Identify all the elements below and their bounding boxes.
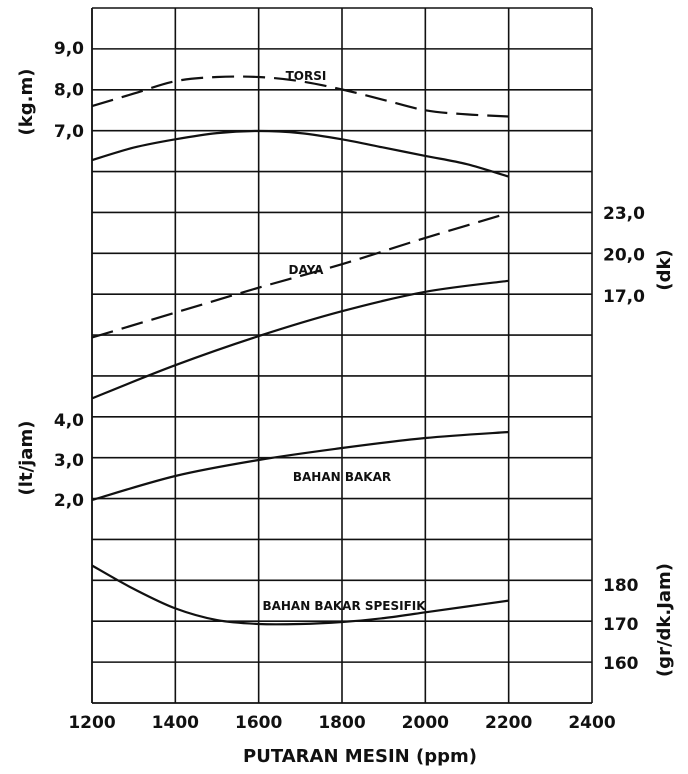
series-daya-dashed	[91, 211, 510, 339]
x-tick-label: 2000	[402, 713, 449, 733]
curve-label-bahan-bakar: BAHAN BAKAR	[293, 470, 391, 484]
spesifik-tick-label: 160	[603, 654, 639, 674]
torsi-tick-label: 8,0	[54, 81, 84, 101]
x-tick-label: 1200	[68, 713, 115, 733]
torsi-tick-label: 7,0	[54, 122, 84, 142]
curve-label-torsi: TORSI	[286, 69, 327, 83]
spesifik-tick-label: 170	[603, 615, 639, 635]
daya-tick-label: 17,0	[603, 287, 645, 307]
x-tick-label: 1600	[235, 713, 282, 733]
torsi-axis-title: (kg.m)	[16, 69, 37, 136]
curve-label-daya: DAYA	[289, 263, 325, 277]
curve-label-spesifik: BAHAN BAKAR SPESIFIK	[262, 599, 426, 613]
x-tick-label: 1800	[318, 713, 365, 733]
x-axis-title: PUTARAN MESIN (ppm)	[243, 746, 477, 767]
series-spesifik-solid	[91, 564, 509, 626]
bahan_bakar-tick-label: 2,0	[54, 491, 84, 511]
grid	[91, 7, 593, 704]
series-daya-solid	[91, 279, 509, 400]
curves	[91, 75, 510, 626]
x-tick-label: 2200	[485, 713, 532, 733]
tick-labels: 1200 1400 1600 1800 2000 2200 2400 9,0 8,0 7,0 23,…	[54, 39, 645, 733]
series-torsi-solid	[91, 129, 510, 178]
spesifik-tick-label: 180	[603, 576, 639, 596]
x-tick-label: 1400	[152, 713, 199, 733]
torsi-tick-label: 9,0	[54, 39, 84, 59]
bahan_bakar-tick-label: 4,0	[54, 411, 84, 431]
daya-tick-label: 20,0	[603, 246, 645, 266]
bahan_bakar-tick-label: 3,0	[54, 451, 84, 471]
series-bahan_bakar-solid	[91, 430, 509, 502]
bahan-bakar-axis-title: (lt/jam)	[16, 421, 37, 496]
daya-tick-label: 23,0	[603, 204, 645, 224]
spesifik-axis-title: (gr/dk.Jam)	[654, 563, 675, 677]
series-torsi-dashed	[91, 75, 509, 118]
daya-axis-title: (dk)	[654, 249, 675, 290]
x-tick-label: 2400	[568, 713, 615, 733]
